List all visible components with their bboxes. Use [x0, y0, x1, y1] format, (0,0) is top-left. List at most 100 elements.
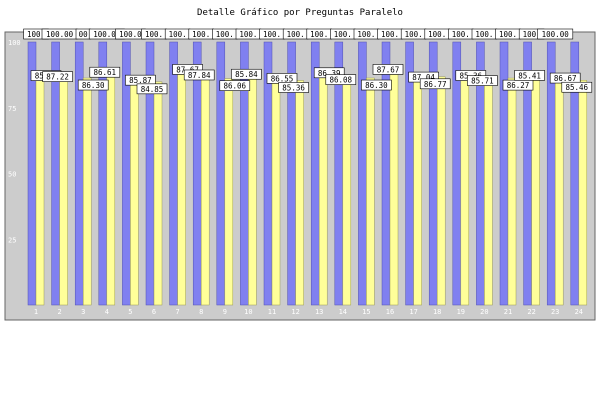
- bar-series-2: [200, 73, 210, 306]
- bar-series-2: [224, 78, 234, 306]
- y-tick-label: 75: [8, 105, 16, 113]
- x-tick-label: 12: [291, 308, 299, 316]
- bar-series-2: [248, 78, 257, 306]
- x-tick-label: 22: [527, 308, 535, 316]
- bar-series-2: [59, 75, 68, 306]
- value-label: 86.27: [507, 81, 530, 90]
- chart-title: Detalle Gráfico por Preguntas Paralelo: [197, 8, 403, 18]
- x-tick-label: 13: [315, 308, 323, 316]
- value-label: 100.: [499, 30, 517, 39]
- bar-series-2: [295, 80, 304, 306]
- bar-series-2: [153, 81, 163, 306]
- value-label-box: [467, 75, 498, 86]
- value-label: 85.36: [282, 84, 305, 93]
- value-label: 100.: [310, 30, 328, 39]
- bar-series-2: [389, 74, 399, 306]
- bar-series-2: [413, 75, 422, 306]
- value-label-box: [325, 74, 357, 85]
- x-tick-label: 21: [504, 308, 512, 316]
- value-label: 100.00: [93, 30, 121, 39]
- x-tick-label: 15: [362, 308, 370, 316]
- value-label: 85.84: [235, 70, 258, 79]
- bar-series-1: [192, 41, 202, 306]
- value-label: 100.: [523, 30, 541, 39]
- x-tick-label: 24: [575, 308, 583, 316]
- bar-series-2: [106, 76, 116, 306]
- bar-series-2: [177, 74, 186, 306]
- value-label: 00: [79, 30, 89, 39]
- x-tick-label: 2: [57, 308, 61, 316]
- bar-series-2: [271, 77, 281, 306]
- value-label-box: [136, 83, 168, 95]
- bar-series-2: [507, 77, 517, 306]
- value-label: 100.: [287, 30, 305, 39]
- value-label: 100.0: [119, 30, 142, 39]
- bar-series-2: [342, 78, 352, 306]
- value-label: 100.: [263, 30, 281, 39]
- value-label-box: [42, 71, 73, 82]
- value-label: 86.30: [365, 81, 388, 90]
- y-tick-label: 50: [8, 171, 16, 179]
- bar-series-1: [27, 41, 37, 306]
- value-label: 87.04: [412, 73, 435, 82]
- value-label: 86.67: [554, 74, 577, 83]
- x-tick-label: 18: [433, 308, 441, 316]
- bar-series-2: [366, 77, 375, 306]
- bar-series-1: [310, 41, 320, 306]
- x-tick-label: 9: [223, 308, 227, 316]
- value-label: 86.06: [224, 82, 247, 91]
- value-label: 87.84: [188, 71, 211, 80]
- value-label: 100.: [428, 30, 446, 39]
- bar-series-2: [578, 79, 588, 306]
- value-label-box: [561, 81, 593, 93]
- bar-series-2: [82, 77, 92, 306]
- bar-series-1: [452, 41, 462, 306]
- value-label: 100.: [239, 30, 257, 39]
- x-tick-label: 23: [551, 308, 559, 316]
- bar-series-2: [35, 80, 45, 306]
- value-label: 86.39: [318, 69, 341, 78]
- y-tick-label: 100: [8, 39, 21, 47]
- value-label-box: [278, 82, 309, 93]
- value-label: 100.: [357, 30, 375, 39]
- x-tick-label: 1: [34, 308, 38, 316]
- bar-series-2: [318, 77, 328, 306]
- y-tick-label: 25: [8, 236, 16, 244]
- value-label: 86.61: [94, 68, 117, 77]
- value-label: 85.41: [518, 71, 541, 80]
- value-label-box: [231, 68, 262, 80]
- value-label: 100.: [216, 30, 234, 39]
- bar-series-2: [554, 76, 564, 306]
- bar-series-2: [436, 76, 446, 306]
- bar-series-2: [531, 80, 540, 306]
- value-label-box: [514, 70, 545, 81]
- value-label-box: [372, 64, 404, 75]
- x-tick-label: 19: [457, 308, 465, 316]
- value-label: 85.71: [471, 77, 494, 86]
- value-label-box: [77, 79, 109, 91]
- x-tick-label: 6: [152, 308, 156, 316]
- x-tick-label: 11: [268, 308, 276, 316]
- x-tick-label: 16: [386, 308, 394, 316]
- x-tick-label: 20: [480, 308, 488, 316]
- x-tick-label: 10: [244, 308, 252, 316]
- value-label: 100.00: [46, 30, 74, 39]
- value-label: 85.46: [566, 83, 589, 92]
- value-label-box: [419, 78, 451, 90]
- value-label: 100.: [145, 30, 163, 39]
- value-label: 100.: [169, 30, 187, 39]
- value-label: 87.67: [377, 65, 400, 74]
- bar-series-1: [169, 41, 178, 306]
- x-tick-label: 17: [409, 308, 417, 316]
- x-tick-label: 3: [81, 308, 85, 316]
- value-label: 100.: [452, 30, 470, 39]
- value-label: 100.: [475, 30, 493, 39]
- bar-series-2: [130, 78, 139, 306]
- value-label: 86.55: [271, 74, 294, 83]
- value-label: 100.00: [542, 30, 570, 39]
- x-tick-label: 14: [339, 308, 347, 316]
- x-tick-label: 8: [199, 308, 203, 316]
- bar-series-2: [460, 80, 470, 306]
- value-label: 100.: [27, 30, 45, 39]
